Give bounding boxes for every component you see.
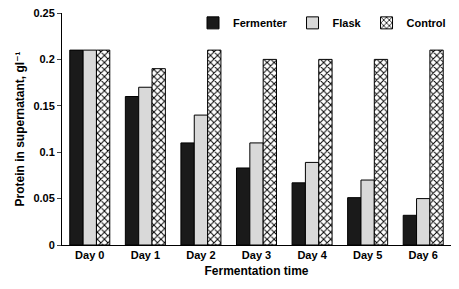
svg-text:Day 6: Day 6 bbox=[409, 249, 438, 261]
svg-text:Protein in supernatant, gl⁻¹: Protein in supernatant, gl⁻¹ bbox=[13, 51, 27, 206]
svg-text:0.15: 0.15 bbox=[33, 100, 54, 112]
svg-text:Day 0: Day 0 bbox=[75, 249, 104, 261]
svg-text:0.1: 0.1 bbox=[40, 146, 55, 158]
svg-text:Day 4: Day 4 bbox=[297, 249, 327, 261]
svg-text:Day 1: Day 1 bbox=[131, 249, 160, 261]
svg-text:Day 5: Day 5 bbox=[353, 249, 382, 261]
svg-text:Fermentation time: Fermentation time bbox=[204, 264, 308, 278]
svg-text:0.05: 0.05 bbox=[33, 192, 54, 204]
svg-text:0.2: 0.2 bbox=[40, 53, 55, 65]
svg-text:Flask: Flask bbox=[333, 17, 362, 29]
svg-text:Control: Control bbox=[407, 17, 446, 29]
svg-text:0.25: 0.25 bbox=[33, 7, 54, 19]
svg-text:0: 0 bbox=[49, 239, 55, 251]
svg-text:Fermenter: Fermenter bbox=[233, 17, 288, 29]
svg-text:Day 2: Day 2 bbox=[186, 249, 215, 261]
svg-text:Day 3: Day 3 bbox=[242, 249, 271, 261]
